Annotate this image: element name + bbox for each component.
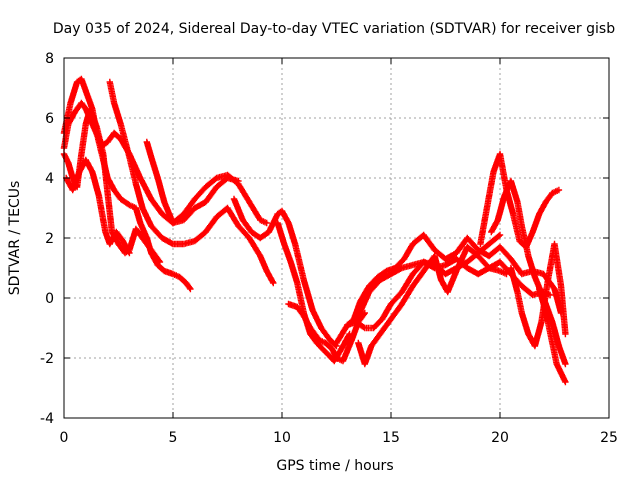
series-markers — [274, 219, 353, 365]
x-tick-label: 5 — [169, 430, 178, 446]
series-12 — [355, 243, 510, 368]
series-6 — [143, 138, 242, 227]
series-markers — [143, 138, 242, 227]
series-13 — [344, 231, 504, 332]
series-14 — [477, 150, 563, 251]
series-markers — [477, 150, 563, 251]
series-8 — [274, 219, 353, 365]
series-markers — [355, 243, 510, 368]
data-points — [60, 75, 569, 386]
y-tick-label: 8 — [45, 51, 54, 67]
y-tick-label: 6 — [45, 111, 54, 127]
series-7 — [230, 195, 340, 350]
y-axis-ticks: -4 -2 0 2 4 6 8 — [40, 51, 609, 427]
series-markers — [230, 195, 340, 350]
y-tick-label: 0 — [45, 291, 54, 307]
y-tick-label: -4 — [40, 411, 54, 427]
series-markers — [106, 78, 277, 287]
series-markers — [344, 231, 504, 332]
series-5 — [106, 78, 277, 287]
x-tick-label: 25 — [600, 430, 618, 446]
x-tick-label: 0 — [60, 430, 69, 446]
x-tick-label: 15 — [382, 430, 400, 446]
series-17 — [536, 285, 569, 386]
y-tick-label: 2 — [45, 231, 54, 247]
y-tick-label: -2 — [40, 351, 54, 367]
x-tick-label: 10 — [273, 430, 291, 446]
y-axis-label: SDTVAR / TECUs — [7, 181, 23, 296]
x-tick-label: 20 — [491, 430, 509, 446]
series-markers — [536, 285, 569, 386]
x-axis-ticks: 0 5 10 15 20 25 — [60, 58, 618, 446]
x-axis-label: GPS time / hours — [276, 458, 393, 474]
y-tick-label: 4 — [45, 171, 54, 187]
chart-title: Day 035 of 2024, Sidereal Day-to-day VTE… — [53, 21, 615, 37]
